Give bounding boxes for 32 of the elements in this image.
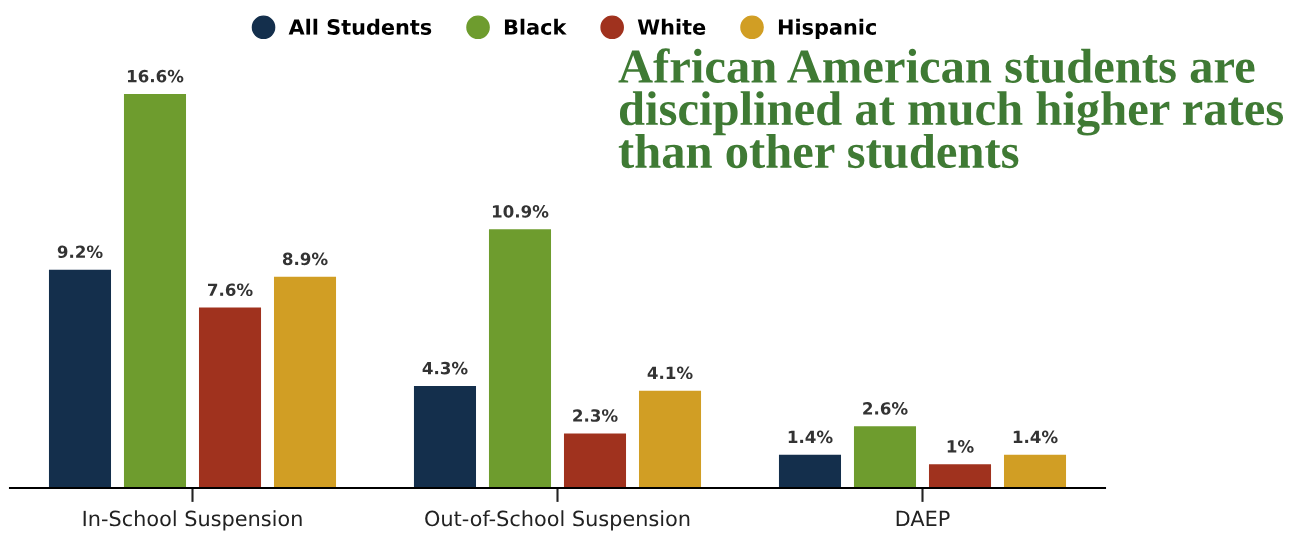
bar: [853, 426, 917, 488]
bar: [123, 94, 187, 488]
legend-label: Hispanic: [778, 18, 876, 39]
legend-label: White: [637, 18, 706, 35]
bar: [928, 464, 992, 488]
bar: [48, 269, 112, 488]
x-tick-label: In-School Suspension: [83, 510, 302, 531]
legend-label: Black: [504, 18, 567, 35]
bar: [198, 307, 262, 488]
chart-title: African American students are disciplined at much higher rates than other students: [618, 48, 1284, 169]
data-label: 8.9%: [282, 252, 328, 266]
legend-label: All Students: [288, 18, 432, 35]
data-label: 4.3%: [422, 361, 468, 375]
data-label: 7.6%: [208, 283, 253, 297]
data-label: 1.4%: [788, 430, 833, 444]
x-tick-label: Out-of-School Suspension: [425, 510, 690, 531]
data-label: 1%: [947, 440, 974, 453]
data-label: 2.6%: [863, 402, 908, 415]
data-label: 10.9%: [492, 205, 549, 218]
data-label: 9.2%: [57, 245, 103, 259]
bar: [1003, 454, 1067, 488]
data-label: 4.1%: [647, 366, 693, 380]
bar: [638, 390, 702, 488]
data-label: 16.6%: [127, 69, 184, 83]
x-tick-label: DAEP: [896, 510, 950, 527]
data-label: 2.3%: [573, 409, 618, 422]
bar: [563, 433, 627, 488]
bar: [488, 229, 552, 488]
data-label: 1.4%: [1013, 430, 1058, 444]
bar: [273, 276, 337, 488]
bar: [778, 454, 842, 488]
bar: [413, 385, 477, 488]
